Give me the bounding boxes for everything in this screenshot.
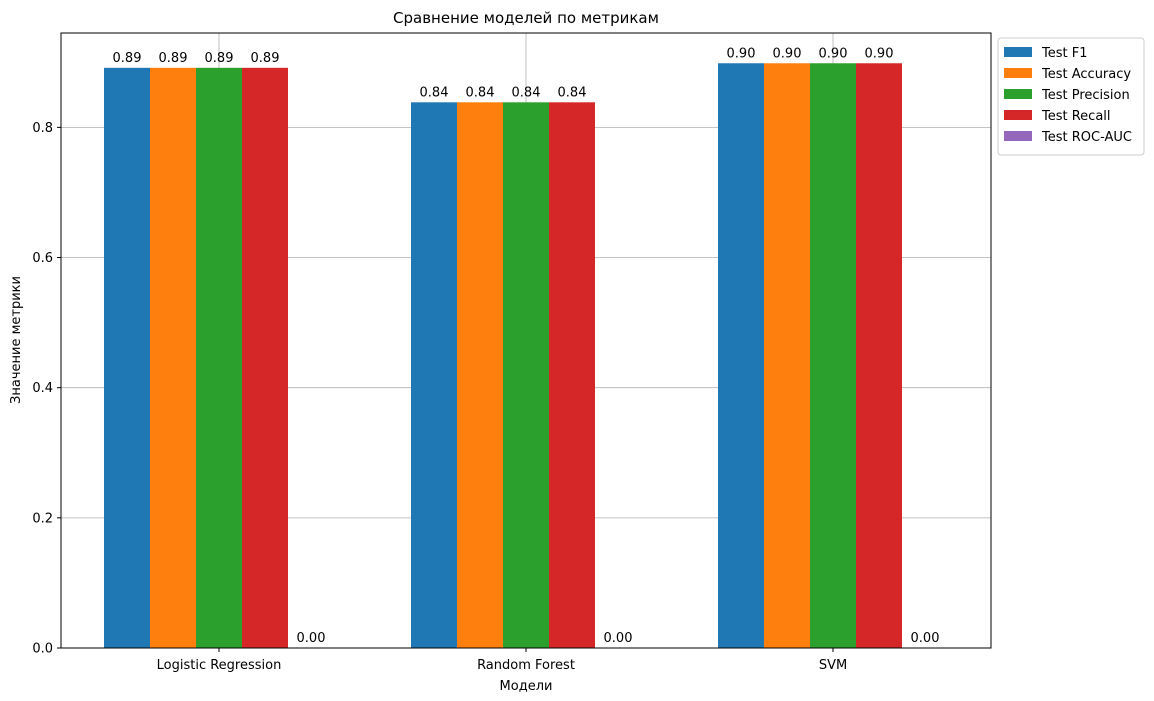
legend-swatch [1004, 68, 1032, 78]
bar [549, 102, 595, 649]
bar-value-label: 0.89 [159, 51, 188, 66]
bars [104, 63, 902, 649]
bar [810, 63, 856, 649]
y-axis-label: Значение метрики [9, 276, 24, 404]
bar-value-label: 0.89 [113, 51, 142, 66]
y-tick-label: 0.0 [32, 642, 53, 657]
legend-swatch [1004, 47, 1032, 57]
y-tick-label: 0.4 [32, 381, 53, 396]
legend-box [997, 37, 1145, 156]
y-axis-ticks: 0.0 0.2 0.4 0.6 0.8 [32, 121, 61, 657]
bar-value-label: 0.89 [205, 51, 234, 66]
bar [457, 102, 503, 649]
bar-value-label: 0.90 [865, 46, 894, 61]
bar [764, 63, 810, 649]
x-tick-label: Logistic Regression [157, 658, 282, 673]
y-tick-label: 0.6 [32, 251, 53, 266]
bar [718, 63, 764, 649]
chart-title: Сравнение моделей по метрикам [393, 9, 659, 27]
bar-value-label: 0.90 [727, 46, 756, 61]
bar-value-label: 0.89 [251, 51, 280, 66]
legend-label: Test Accuracy [1041, 67, 1131, 82]
bar-value-label: 0.84 [558, 85, 587, 100]
bar [150, 67, 196, 649]
bar-value-label: 0.90 [819, 46, 848, 61]
x-tick-label: Random Forest [477, 658, 575, 673]
legend-swatch [1004, 89, 1032, 99]
x-axis-ticks: Logistic Regression Random Forest SVM [157, 648, 847, 673]
legend-swatch [1004, 110, 1032, 120]
x-tick-label: SVM [819, 658, 847, 673]
bar-value-label: 0.00 [297, 631, 326, 646]
bar-value-label: 0.90 [773, 46, 802, 61]
bar [411, 102, 457, 649]
bar [196, 67, 242, 649]
legend-swatch [1004, 131, 1032, 141]
bar-value-label: 0.84 [466, 85, 495, 100]
bar-value-label: 0.84 [512, 85, 541, 100]
bar [503, 102, 549, 649]
bar-labels: 0.89 0.84 0.90 0.89 0.84 0.90 0.89 0.84 0.90 0.89… [113, 46, 940, 646]
legend-label: Test F1 [1041, 46, 1087, 61]
legend: Test F1 Test Accuracy Test Precision Test R… [997, 37, 1145, 156]
bar-value-label: 0.84 [420, 85, 449, 100]
legend-label: Test Recall [1041, 109, 1111, 124]
bar-value-label: 0.00 [911, 631, 940, 646]
x-axis-label: Модели [500, 679, 553, 694]
bar [242, 67, 288, 649]
legend-label: Test ROC-AUC [1041, 130, 1132, 145]
y-tick-label: 0.2 [32, 511, 53, 526]
bar-value-label: 0.00 [604, 631, 633, 646]
y-tick-label: 0.8 [32, 121, 53, 136]
legend-label: Test Precision [1041, 88, 1130, 103]
bar [856, 63, 902, 649]
bar [104, 67, 150, 649]
